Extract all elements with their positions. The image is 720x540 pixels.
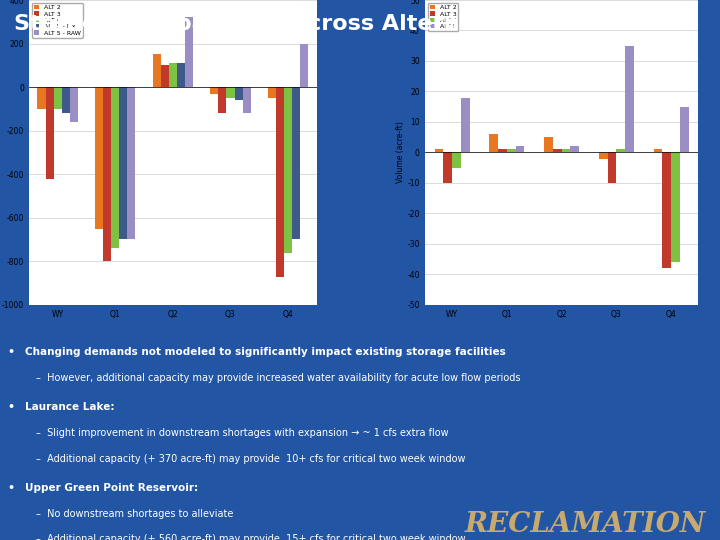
Bar: [507, 150, 516, 152]
Bar: [444, 152, 452, 183]
Text: –  Additional capacity (+ 370 acre-ft) may provide  10+ cfs for critical two wee: – Additional capacity (+ 370 acre-ft) ma…: [36, 455, 466, 464]
Bar: [218, 87, 227, 113]
Bar: [608, 152, 616, 183]
Text: –  No downstream shortages to alleviate: – No downstream shortages to alleviate: [36, 509, 233, 519]
Bar: [177, 63, 185, 87]
Bar: [95, 87, 103, 228]
Bar: [127, 87, 135, 240]
Y-axis label: Volume (acre-ft): Volume (acre-ft): [395, 122, 405, 184]
Bar: [120, 87, 127, 240]
Bar: [235, 87, 243, 100]
Bar: [461, 98, 469, 152]
Bar: [490, 134, 498, 152]
Bar: [616, 150, 625, 152]
Bar: [210, 87, 218, 93]
Text: Storage Comparisons Across Alternatives: Storage Comparisons Across Alternatives: [14, 14, 536, 33]
Bar: [243, 87, 251, 113]
Bar: [516, 146, 524, 152]
Text: Upper Green Point Reservoir:: Upper Green Point Reservoir:: [25, 483, 198, 493]
Bar: [680, 107, 688, 152]
Bar: [662, 152, 671, 268]
Bar: [153, 55, 161, 87]
Bar: [625, 46, 634, 152]
Bar: [111, 87, 120, 248]
Bar: [70, 87, 78, 122]
Bar: [498, 150, 507, 152]
Bar: [62, 87, 70, 113]
Bar: [300, 44, 308, 87]
Bar: [562, 150, 570, 152]
Bar: [161, 65, 168, 87]
Text: Laurance Lake:: Laurance Lake:: [25, 402, 114, 411]
Legend: ALT 2, ALT 3, ALT 4, ALT 5 - Fix, ALT 5 - RAW: ALT 2, ALT 3, ALT 4, ALT 5 - Fix, ALT 5 …: [32, 3, 83, 37]
Text: –  Additional capacity (+ 560 acre-ft) may provide  15+ cfs for critical two wee: – Additional capacity (+ 560 acre-ft) ma…: [36, 534, 466, 540]
Bar: [268, 87, 276, 98]
Text: –  However, additional capacity may provide increased water availability for acu: – However, additional capacity may provi…: [36, 373, 521, 383]
Text: •: •: [7, 347, 14, 356]
Bar: [553, 150, 562, 152]
Bar: [103, 87, 111, 261]
Bar: [292, 87, 300, 240]
Bar: [452, 152, 461, 167]
Text: Changing demands not modeled to significantly impact existing storage facilities: Changing demands not modeled to signific…: [25, 347, 506, 356]
Bar: [168, 63, 177, 87]
Bar: [599, 152, 608, 159]
Bar: [185, 17, 193, 87]
Bar: [654, 150, 662, 152]
Text: •: •: [7, 402, 14, 411]
Bar: [544, 137, 553, 152]
Bar: [276, 87, 284, 276]
Bar: [435, 150, 444, 152]
Bar: [227, 87, 235, 98]
Text: RECLAMATION: RECLAMATION: [464, 511, 706, 538]
Bar: [45, 87, 53, 179]
Bar: [37, 87, 45, 109]
Bar: [570, 146, 579, 152]
Bar: [53, 87, 62, 109]
Text: •: •: [7, 483, 14, 493]
Bar: [284, 87, 292, 253]
Text: –  Slight improvement in downstream shortages with expansion → ~ 1 cfs extra flo: – Slight improvement in downstream short…: [36, 428, 449, 438]
Legend: ALT 2, ALT 3, ALT 4, ALT 5: ALT 2, ALT 3, ALT 4, ALT 5: [428, 3, 459, 31]
Bar: [671, 152, 680, 262]
